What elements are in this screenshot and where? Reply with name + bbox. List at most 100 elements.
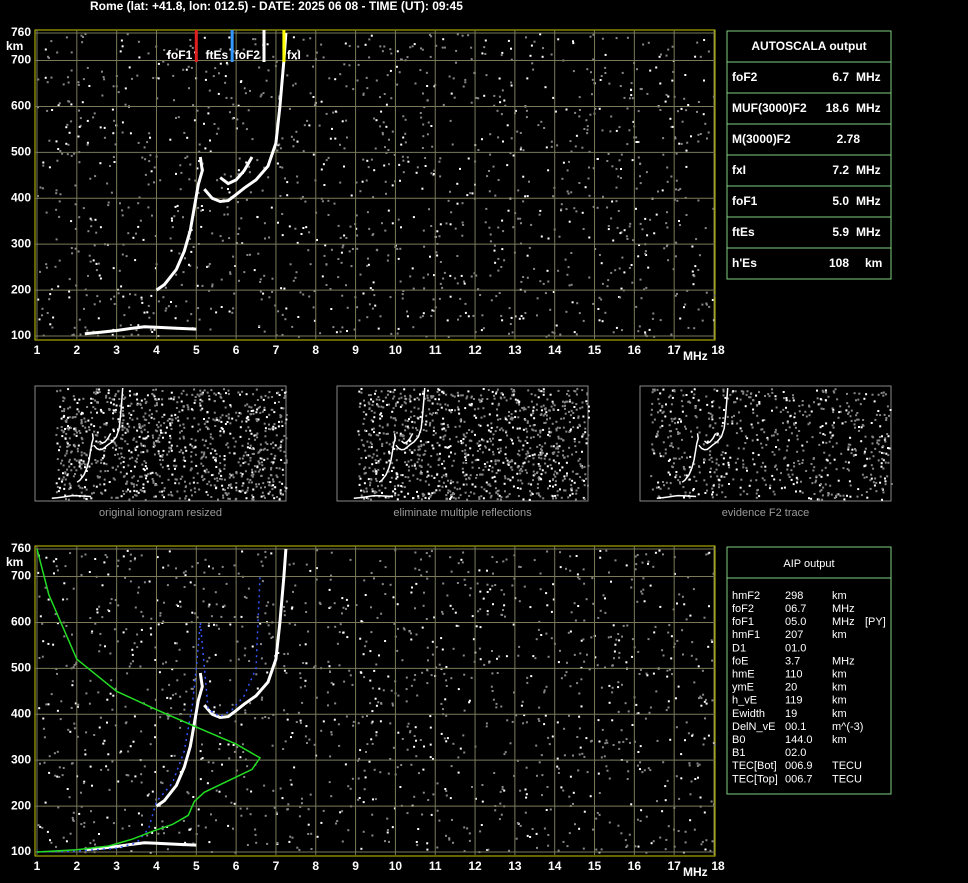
- noise-dot: [697, 776, 699, 779]
- noise-dot: [117, 292, 120, 295]
- x-unit: MHz: [683, 865, 708, 879]
- noise-dot: [684, 74, 687, 76]
- noise-dot: [381, 442, 384, 445]
- noise-dot: [372, 281, 375, 284]
- noise-dot: [41, 655, 44, 658]
- noise-dot: [201, 407, 204, 410]
- noise-dot: [431, 640, 434, 643]
- noise-dot: [447, 199, 450, 202]
- noise-dot: [174, 692, 177, 695]
- noise-dot: [429, 421, 432, 424]
- noise-dot: [438, 297, 441, 300]
- noise-dot: [154, 404, 157, 407]
- noise-dot: [377, 434, 380, 437]
- noise-dot: [397, 694, 400, 697]
- noise-dot: [559, 469, 561, 472]
- noise-dot: [259, 457, 262, 460]
- noise-dot: [379, 771, 382, 774]
- noise-dot: [490, 494, 493, 497]
- noise-dot: [147, 206, 150, 209]
- noise-dot: [460, 394, 463, 397]
- noise-dot: [364, 466, 367, 469]
- noise-dot: [255, 673, 258, 676]
- noise-dot: [522, 462, 525, 465]
- noise-dot: [175, 172, 177, 175]
- noise-dot: [540, 235, 543, 238]
- noise-dot: [98, 605, 101, 608]
- noise-dot: [270, 468, 272, 471]
- noise-dot: [113, 436, 116, 439]
- noise-dot: [706, 137, 708, 140]
- noise-dot: [483, 94, 486, 97]
- noise-dot: [431, 444, 434, 447]
- noise-dot: [377, 396, 380, 398]
- noise-dot: [484, 221, 487, 224]
- noise-dot: [645, 286, 648, 289]
- noise-dot: [162, 449, 165, 452]
- noise-dot: [258, 483, 260, 486]
- noise-dot: [55, 238, 58, 241]
- noise-dot: [56, 458, 59, 461]
- noise-dot: [621, 256, 624, 259]
- noise-dot: [449, 223, 452, 226]
- noise-dot: [122, 460, 125, 463]
- noise-dot: [183, 465, 186, 468]
- noise-dot: [371, 687, 374, 690]
- noise-dot: [219, 62, 222, 65]
- noise-dot: [360, 439, 363, 442]
- noise-dot: [401, 435, 404, 438]
- noise-dot: [323, 184, 326, 186]
- noise-dot: [401, 293, 404, 296]
- noise-dot: [611, 664, 614, 667]
- noise-dot: [457, 408, 460, 411]
- noise-dot: [525, 116, 528, 119]
- noise-dot: [522, 428, 525, 431]
- noise-dot: [291, 325, 294, 328]
- noise-dot: [385, 192, 387, 195]
- noise-dot: [579, 652, 582, 655]
- noise-dot: [275, 334, 278, 337]
- noise-dot: [118, 457, 121, 460]
- noise-dot: [204, 78, 207, 81]
- noise-dot: [150, 294, 153, 297]
- noise-dot: [493, 104, 496, 107]
- noise-dot: [179, 478, 182, 480]
- noise-dot: [590, 636, 593, 639]
- noise-dot: [407, 460, 410, 463]
- noise-dot: [565, 430, 568, 433]
- noise-dot: [138, 424, 141, 427]
- noise-dot: [208, 603, 211, 606]
- noise-dot: [201, 757, 204, 760]
- noise-dot: [171, 421, 174, 424]
- noise-dot: [320, 100, 323, 103]
- noise-dot: [258, 405, 261, 408]
- noise-dot: [471, 786, 473, 788]
- noise-dot: [445, 473, 448, 476]
- noise-dot: [294, 584, 297, 587]
- noise-dot: [711, 699, 714, 702]
- noise-dot: [396, 649, 399, 652]
- noise-dot: [56, 427, 59, 430]
- noise-dot: [59, 445, 62, 448]
- noise-dot: [441, 476, 443, 479]
- noise-dot: [545, 146, 548, 149]
- noise-dot: [508, 332, 510, 335]
- noise-dot: [59, 389, 62, 392]
- noise-dot: [239, 426, 242, 429]
- noise-dot: [526, 442, 529, 444]
- noise-dot: [583, 484, 586, 487]
- noise-dot: [656, 739, 659, 742]
- noise-dot: [347, 829, 350, 832]
- noise-dot: [477, 444, 480, 447]
- noise-dot: [182, 452, 185, 455]
- noise-dot: [467, 390, 470, 393]
- noise-dot: [475, 416, 478, 419]
- noise-dot: [563, 456, 566, 459]
- noise-dot: [175, 642, 178, 645]
- noise-dot: [198, 395, 201, 398]
- noise-dot: [240, 52, 243, 54]
- noise-dot: [127, 750, 130, 753]
- noise-dot: [497, 269, 500, 272]
- noise-dot: [472, 638, 475, 641]
- noise-dot: [304, 602, 307, 605]
